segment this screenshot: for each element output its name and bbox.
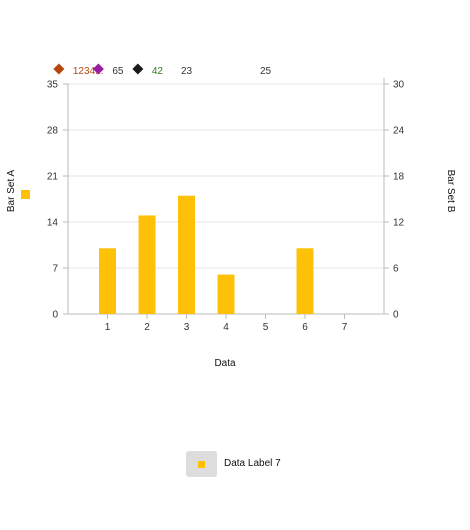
left-axis-series-swatch: [21, 190, 30, 199]
y-right-tick-6: 6: [393, 264, 399, 275]
marker-label-2: 42: [152, 66, 164, 77]
marker-label-4: 25: [260, 66, 272, 77]
marker-label-1: 65: [112, 66, 124, 77]
grid: [68, 83, 384, 269]
y-left-tick-7: 7: [52, 264, 58, 275]
bars: [99, 195, 314, 314]
y-right-tick-0: 0: [393, 310, 399, 321]
x-tick-7: 7: [342, 322, 348, 333]
legend-swatch: [198, 461, 205, 468]
y-right-tick-30: 30: [393, 80, 405, 91]
bar-4: [217, 274, 235, 314]
marker-diamond-1: [92, 63, 104, 75]
y-left-tick-21: 21: [47, 172, 59, 183]
y-left-tick-14: 14: [47, 218, 59, 229]
x-axis-title: Data: [214, 358, 236, 369]
y-right-axis-title: Bar Set B: [445, 170, 456, 213]
bar-2: [138, 215, 156, 314]
x-tick-4: 4: [223, 322, 229, 333]
x-tick-5: 5: [263, 322, 269, 333]
y-right-tick-24: 24: [393, 126, 405, 137]
marker-diamond-0: [53, 63, 65, 75]
marker-label-0: 1234...: [73, 66, 104, 77]
marker-label-3: 23: [181, 66, 193, 77]
y-right-tick-12: 12: [393, 218, 405, 229]
bar-6: [296, 248, 314, 314]
bar-1: [99, 248, 116, 314]
y-left-tick-35: 35: [47, 80, 59, 91]
legend-item-toggle[interactable]: [186, 451, 217, 477]
y-left-axis-title: Bar Set A: [6, 170, 17, 213]
x-tick-2: 2: [144, 322, 150, 333]
x-tick-1: 1: [105, 322, 111, 333]
y-left-tick-0: 0: [52, 310, 58, 321]
y-left-tick-28: 28: [47, 126, 59, 137]
x-tick-6: 6: [302, 322, 308, 333]
top-markers: 1234... 65 42 23 25: [53, 63, 272, 77]
bar-3: [178, 195, 195, 314]
legend-label: Data Label 7: [224, 458, 281, 469]
y-right-tick-18: 18: [393, 172, 405, 183]
marker-diamond-2: [132, 63, 144, 75]
x-tick-3: 3: [184, 322, 190, 333]
